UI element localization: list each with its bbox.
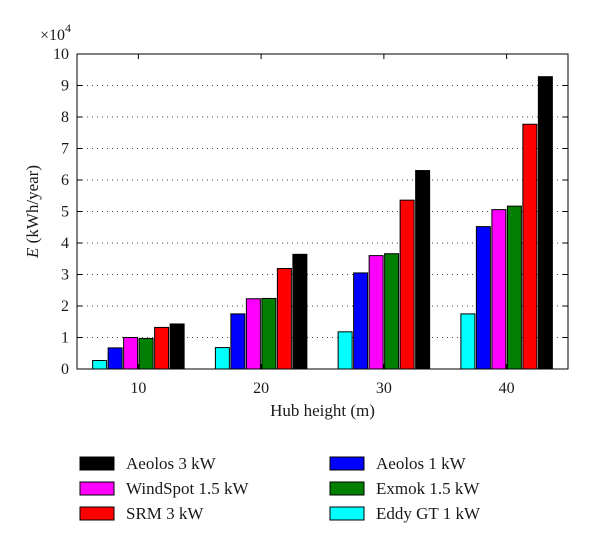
y-tick-label: 6 <box>61 172 69 189</box>
legend-swatch <box>79 481 115 496</box>
legend-label: WindSpot 1.5 kW <box>126 479 250 498</box>
y-tick-label: 2 <box>61 298 69 315</box>
bar <box>92 359 108 370</box>
bar <box>368 255 384 370</box>
bar <box>107 347 123 370</box>
legend: Aeolos 3 kW WindSpot 1.5 kW SRM 3 kW Aeolos… <box>79 454 481 523</box>
legend-swatch <box>329 506 365 521</box>
y-axis-title-unit: (kWh/year) <box>23 165 42 248</box>
y-tick-label: 3 <box>61 267 69 284</box>
bar <box>415 170 431 370</box>
bars <box>92 76 553 370</box>
legend-label: Eddy GT 1 kW <box>376 504 481 523</box>
bar <box>460 313 476 370</box>
y-tick-label: 0 <box>61 361 69 378</box>
bar <box>230 313 246 370</box>
x-tick-label: 40 <box>499 380 515 397</box>
bar <box>169 323 185 370</box>
legend-swatch <box>79 506 115 521</box>
bar <box>337 331 353 370</box>
y-tick-label: 9 <box>61 78 69 95</box>
bar <box>138 337 154 370</box>
bar <box>399 199 415 370</box>
axis-ticks: 0 1 2 3 4 5 6 7 8 9 10 10 20 30 40 <box>53 46 568 397</box>
legend-label: Aeolos 3 kW <box>126 454 217 473</box>
bar <box>475 226 491 370</box>
y-axis-multiplier: ×104 <box>40 21 71 44</box>
x-tick-label: 30 <box>376 380 392 397</box>
y-tick-label: 4 <box>61 235 69 252</box>
legend-swatch <box>329 481 365 496</box>
y-multiplier-base: ×10 <box>40 27 65 44</box>
bar <box>154 326 170 370</box>
x-axis-title: Hub height (m) <box>270 401 375 420</box>
legend-label: Exmok 1.5 kW <box>376 479 480 498</box>
x-tick-label: 20 <box>253 380 269 397</box>
legend-label: SRM 3 kW <box>126 504 204 523</box>
y-tick-label: 1 <box>61 330 69 347</box>
y-axis-title: E (kWh/year) <box>23 165 42 259</box>
bar <box>245 298 261 370</box>
bar <box>491 209 507 370</box>
y-tick-label: 8 <box>61 109 69 126</box>
legend-swatch <box>329 456 365 471</box>
bar <box>506 205 522 370</box>
bar <box>261 297 277 370</box>
bar <box>123 337 139 370</box>
y-axis-title-symbol: E <box>23 247 42 259</box>
legend-label: Aeolos 1 kW <box>376 454 467 473</box>
bar <box>214 347 230 370</box>
y-multiplier-exponent: 4 <box>65 21 71 35</box>
x-tick-label: 10 <box>130 380 146 397</box>
bar <box>537 76 553 370</box>
bar <box>292 253 308 370</box>
bar <box>353 272 369 370</box>
y-tick-label: 10 <box>53 46 69 63</box>
y-tick-label: 5 <box>61 204 69 221</box>
legend-swatch <box>79 456 115 471</box>
y-tick-label: 7 <box>61 141 69 158</box>
bar <box>384 253 400 370</box>
grid-lines <box>77 85 568 338</box>
bar <box>522 123 538 370</box>
bar <box>276 268 292 370</box>
